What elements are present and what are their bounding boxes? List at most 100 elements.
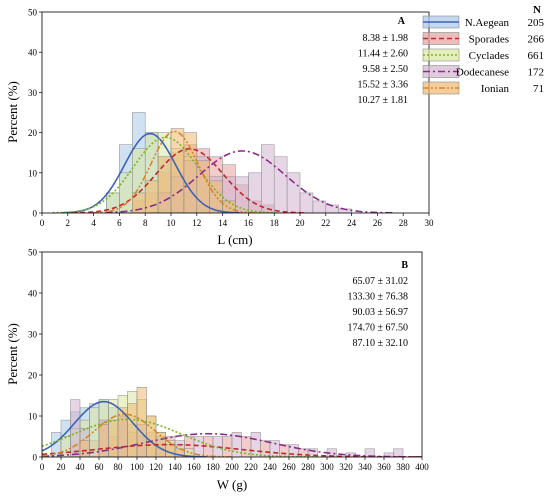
- x-tick-label: 20: [296, 218, 306, 228]
- panel-a-xlabel: L (cm): [217, 232, 252, 247]
- legend-item-dodecanese: Dodecanese 172: [423, 66, 544, 79]
- histogram-bar-ionian: [128, 404, 138, 457]
- legend-label: Sporades: [469, 34, 509, 46]
- legend-count: 205: [528, 17, 545, 29]
- stat-line: 10.27 ± 1.81: [358, 95, 409, 106]
- stat-line: 87.10 ± 32.10: [353, 338, 409, 349]
- legend-label: Ionian: [481, 83, 510, 95]
- legend-label: Dodecanese: [456, 67, 509, 79]
- y-tick-label: 10: [28, 168, 38, 178]
- stat-line: 9.58 ± 2.50: [363, 64, 409, 75]
- x-tick-label: 60: [95, 462, 105, 472]
- y-tick-label: 0: [33, 453, 38, 463]
- histogram-bar-dodecanese: [248, 173, 261, 213]
- y-tick-label: 20: [28, 371, 38, 381]
- y-tick-label: 20: [28, 128, 38, 138]
- legend-item-ionian: Ionian 71: [423, 82, 544, 95]
- stat-line: 15.52 ± 3.36: [358, 80, 409, 91]
- histogram-bar-dodecanese: [300, 193, 313, 213]
- x-tick-label: 360: [377, 462, 391, 472]
- stat-line: 133.30 ± 76.38: [348, 292, 409, 303]
- x-tick-label: 240: [263, 462, 277, 472]
- histogram-bar-sporades: [299, 449, 309, 457]
- x-tick-label: 0: [40, 218, 45, 228]
- y-tick-label: 30: [28, 88, 38, 98]
- x-tick-label: 120: [149, 462, 163, 472]
- legend-label: Cyclades: [469, 50, 509, 62]
- histogram-bar-ionian: [197, 161, 210, 213]
- x-tick-label: 22: [321, 218, 330, 228]
- x-tick-label: 8: [143, 218, 148, 228]
- x-tick-label: 80: [114, 462, 124, 472]
- x-tick-label: 20: [57, 462, 67, 472]
- y-tick-label: 10: [28, 412, 38, 422]
- panel-b-ylabel: Percent (%): [5, 323, 20, 385]
- legend-item-n-aegean: N.Aegean 205: [423, 16, 545, 29]
- histogram-bar-dodecanese: [313, 201, 326, 213]
- x-tick-label: 340: [358, 462, 372, 472]
- y-tick-label: 40: [28, 48, 38, 58]
- panel-a-stats: 8.38 ± 1.98 11.44 ± 2.60 9.58 ± 2.50 15.52 …: [358, 33, 409, 106]
- x-tick-label: 18: [270, 218, 280, 228]
- histogram-bar-sporades: [223, 437, 233, 458]
- x-tick-label: 160: [187, 462, 201, 472]
- panel-b-xlabel: W (g): [217, 477, 247, 492]
- histogram-bar-dodecanese: [71, 400, 81, 457]
- legend-count: 172: [528, 67, 545, 79]
- legend-n-header: N: [533, 4, 541, 16]
- panel-a-letter: A: [398, 16, 406, 27]
- x-tick-label: 6: [117, 218, 122, 228]
- stat-line: 11.44 ± 2.60: [358, 49, 408, 60]
- x-tick-label: 10: [167, 218, 177, 228]
- y-tick-label: 30: [28, 330, 38, 340]
- histogram-bar-dodecanese: [251, 432, 261, 457]
- x-tick-label: 16: [244, 218, 254, 228]
- histogram-bar-ionian: [147, 416, 157, 457]
- x-tick-label: 26: [373, 218, 383, 228]
- x-tick-label: 200: [225, 462, 239, 472]
- legend-count: 661: [528, 50, 545, 62]
- x-tick-label: 280: [301, 462, 315, 472]
- x-tick-label: 320: [339, 462, 353, 472]
- histogram-bar-sporades: [280, 445, 290, 457]
- y-tick-label: 50: [28, 8, 38, 18]
- histogram-bar-ionian: [184, 133, 197, 213]
- x-tick-label: 40: [76, 462, 86, 472]
- legend-item-sporades: Sporades 266: [423, 33, 545, 46]
- x-tick-label: 12: [192, 218, 201, 228]
- x-tick-label: 24: [347, 218, 357, 228]
- panel-b-chart: 0 20 40 60 80 100 120 140 160 180 200 220 240 260 280 3…: [5, 248, 429, 493]
- legend-item-cyclades: Cyclades 661: [423, 49, 544, 62]
- x-tick-label: 2: [66, 218, 71, 228]
- x-tick-label: 4: [91, 218, 96, 228]
- y-tick-label: 50: [28, 248, 38, 258]
- x-tick-label: 30: [425, 218, 435, 228]
- histogram-bar-ionian: [158, 157, 171, 213]
- stat-line: 65.07 ± 31.02: [353, 276, 409, 287]
- y-tick-label: 40: [28, 289, 38, 299]
- x-tick-label: 0: [40, 462, 45, 472]
- histogram-bar-ionian: [80, 441, 90, 457]
- legend: N N.Aegean 205 Sporades 266 Cyclades 661 Dodec…: [423, 4, 545, 95]
- x-tick-label: 180: [206, 462, 220, 472]
- stat-line: 90.03 ± 56.97: [353, 307, 409, 318]
- x-tick-label: 140: [168, 462, 182, 472]
- histogram-bar-ionian: [99, 424, 109, 457]
- histogram-bar-sporades: [261, 441, 271, 457]
- x-tick-label: 400: [415, 462, 429, 472]
- x-tick-label: 28: [399, 218, 409, 228]
- stat-line: 8.38 ± 1.98: [363, 33, 409, 44]
- x-tick-label: 220: [244, 462, 258, 472]
- stat-line: 174.70 ± 67.50: [348, 323, 409, 334]
- histogram-bar-dodecanese: [261, 145, 274, 213]
- histogram-bar-dodecanese: [394, 449, 404, 457]
- legend-label: N.Aegean: [465, 17, 510, 29]
- panel-a-ylabel: Percent (%): [5, 81, 20, 143]
- panel-b-stats: 65.07 ± 31.02 133.30 ± 76.38 90.03 ± 56.97…: [348, 276, 409, 349]
- x-tick-label: 260: [282, 462, 296, 472]
- legend-count: 71: [533, 83, 544, 95]
- y-tick-label: 0: [33, 209, 38, 219]
- x-tick-label: 380: [396, 462, 410, 472]
